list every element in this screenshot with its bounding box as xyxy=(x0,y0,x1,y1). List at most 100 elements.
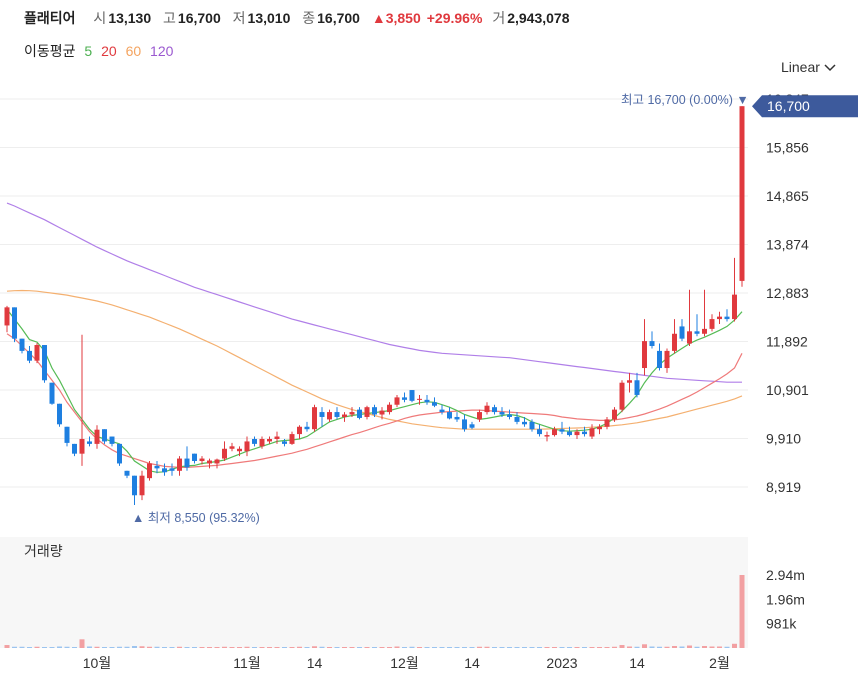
candle-body xyxy=(289,434,295,444)
volume-bar xyxy=(544,647,550,649)
candle-body xyxy=(94,429,100,444)
volume-bar xyxy=(132,646,137,648)
volume-bar xyxy=(222,646,227,648)
candle-body xyxy=(252,438,257,444)
volume-bar xyxy=(57,646,62,648)
volume-bar xyxy=(514,647,520,649)
volume-bar xyxy=(552,647,557,649)
volume-bar xyxy=(447,647,452,649)
candle-body xyxy=(304,426,310,430)
volume-bar xyxy=(244,646,250,648)
volume-bar xyxy=(409,646,415,648)
ma-20[interactable]: 20 xyxy=(101,43,117,59)
volume-bar xyxy=(739,575,745,648)
volume-bar xyxy=(274,647,280,649)
volume-bar xyxy=(267,647,272,649)
chevron-down-icon xyxy=(824,64,836,72)
candle-body xyxy=(634,380,640,395)
candle-body xyxy=(372,407,377,415)
price-tick-label: 10,901 xyxy=(766,382,809,398)
volume-bar xyxy=(657,646,662,648)
candle-body xyxy=(447,412,452,419)
volume-bar xyxy=(709,646,715,648)
low-label: 저 xyxy=(232,10,246,26)
ma-120[interactable]: 120 xyxy=(150,43,174,59)
candle-body xyxy=(732,294,737,320)
candle-body xyxy=(724,316,730,320)
volume-bar xyxy=(717,646,722,648)
volume-bar xyxy=(282,647,287,649)
time-tick-label: 10월 xyxy=(83,655,111,671)
volume-bar xyxy=(79,639,85,648)
close-label: 종 xyxy=(302,10,316,26)
volume-bar xyxy=(117,646,122,648)
candle-body xyxy=(649,341,655,347)
annotations: 최고 16,700 (0.00%) ▼ ▲ 최저 8,550 (95.32%) 16… xyxy=(132,93,858,525)
time-tick-label: 14 xyxy=(629,655,645,671)
candle-body xyxy=(424,399,430,403)
volume-bar xyxy=(507,647,512,649)
candle-body xyxy=(12,307,17,339)
candle-body xyxy=(49,382,55,404)
volume-panel-bg xyxy=(0,537,748,648)
candle-body xyxy=(259,438,265,447)
volume-bar xyxy=(64,646,70,648)
scale-dropdown[interactable]: Linear xyxy=(781,59,836,75)
volume-panel-title: 거래량 xyxy=(24,543,63,559)
volume-bar xyxy=(102,647,107,649)
volume-bar xyxy=(529,647,535,649)
volume-bar xyxy=(12,646,17,648)
candle-body xyxy=(552,429,557,436)
volume-bar xyxy=(169,647,175,649)
candle-body xyxy=(72,443,77,454)
candle-body xyxy=(154,465,160,469)
candle-body xyxy=(349,412,355,415)
volume-label: 거 xyxy=(492,10,506,26)
ma120-line xyxy=(6,202,742,383)
volume-bar xyxy=(559,647,565,649)
volume-bar xyxy=(439,647,445,649)
candle-body xyxy=(177,458,182,471)
moving-average-label: 이동평균 xyxy=(24,43,76,59)
volume-bar xyxy=(19,646,25,648)
volume-bar xyxy=(702,646,707,648)
time-tick-label: 14 xyxy=(464,655,480,671)
candle-body xyxy=(657,350,662,369)
candle-body xyxy=(364,407,370,417)
volume-bar xyxy=(139,646,145,648)
volume-bar xyxy=(42,647,47,649)
volume-bar xyxy=(252,647,257,649)
volume-bar xyxy=(259,647,265,649)
price-tick-label: 11,892 xyxy=(766,334,808,350)
candle-body xyxy=(199,458,205,462)
stock-header: 플래티어 시 13,130 고 16,700 저 13,010 종 16,700 ▲3,… xyxy=(24,8,578,28)
candle-body xyxy=(507,414,512,417)
candle-body xyxy=(312,407,317,430)
candle-body xyxy=(597,426,602,430)
candle-body xyxy=(477,412,482,420)
volume-bar xyxy=(522,647,527,649)
volume-bar xyxy=(94,646,100,648)
volume-value: 2,943,078 xyxy=(507,10,570,26)
volume-bar xyxy=(477,646,482,648)
volume-bar xyxy=(499,647,505,649)
candle-body xyxy=(162,468,167,473)
ma-5[interactable]: 5 xyxy=(84,43,93,59)
volume-bar xyxy=(462,647,467,649)
volume-tick-label: 2.94m xyxy=(766,567,805,583)
candle-body xyxy=(282,441,287,444)
candle-body xyxy=(4,307,10,326)
time-tick-label: 14 xyxy=(307,655,323,671)
volume-bar xyxy=(177,646,182,648)
ma-60[interactable]: 60 xyxy=(125,43,142,59)
candle-body xyxy=(499,412,505,415)
candle-body xyxy=(454,416,460,420)
candle-body xyxy=(117,443,122,464)
volume-bar xyxy=(687,645,692,648)
volume-bar xyxy=(642,644,647,648)
volume-bar xyxy=(672,646,677,648)
candle-body xyxy=(19,338,25,351)
candle-body xyxy=(42,345,47,381)
volume-bar xyxy=(597,647,602,649)
